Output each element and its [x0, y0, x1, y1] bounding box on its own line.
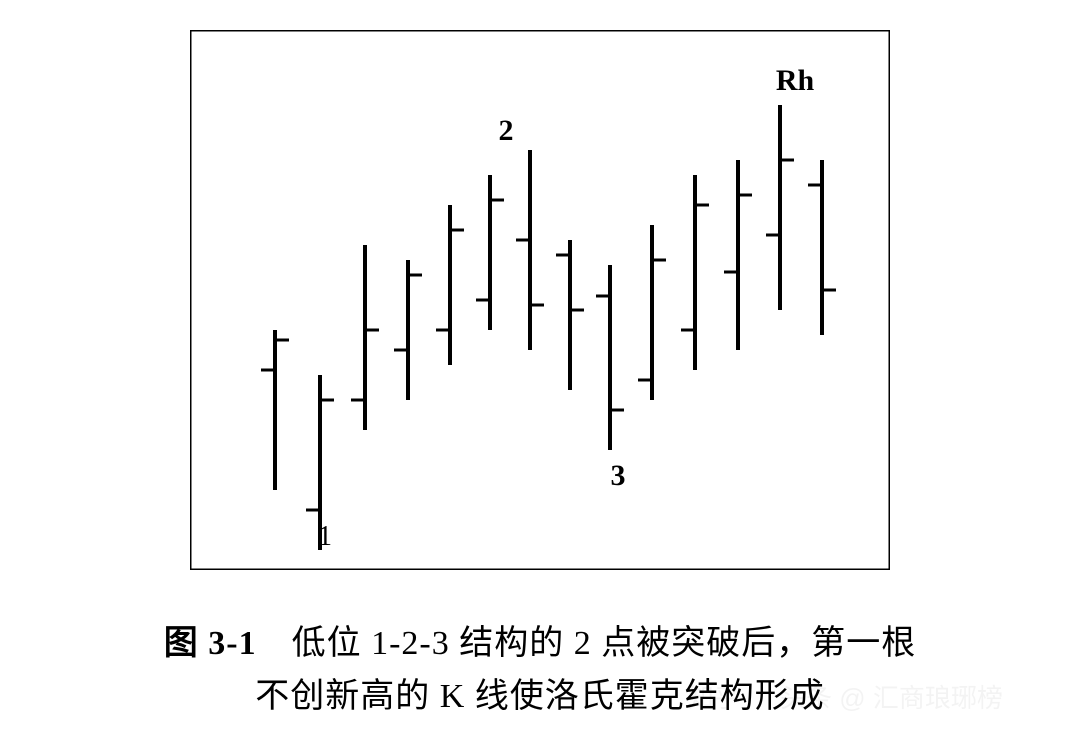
page-root: 123Rh 图 3-1 低位 1-2-3 结构的 2 点被突破后，第一根 不创新…: [0, 0, 1080, 747]
caption-line-1: 低位 1-2-3 结构的 2 点被突破后，第一根: [257, 625, 917, 662]
watermark-text: 头条 @ 汇商琅琊榜: [780, 678, 1003, 715]
chart-annotation: Rh: [776, 64, 815, 97]
watermark-text: 知乎: [688, 678, 740, 715]
chart-annotation: 1: [318, 521, 332, 552]
figure-label: 图 3-1: [164, 625, 257, 662]
ohlc-chart-frame: 1 2 3 Rh: [190, 30, 890, 570]
ohlc-chart-svg: 1 2 3 Rh: [190, 30, 890, 570]
chart-annotation: 2: [499, 114, 514, 147]
chart-border: [190, 30, 890, 570]
chart-annotation: 3: [611, 459, 626, 492]
